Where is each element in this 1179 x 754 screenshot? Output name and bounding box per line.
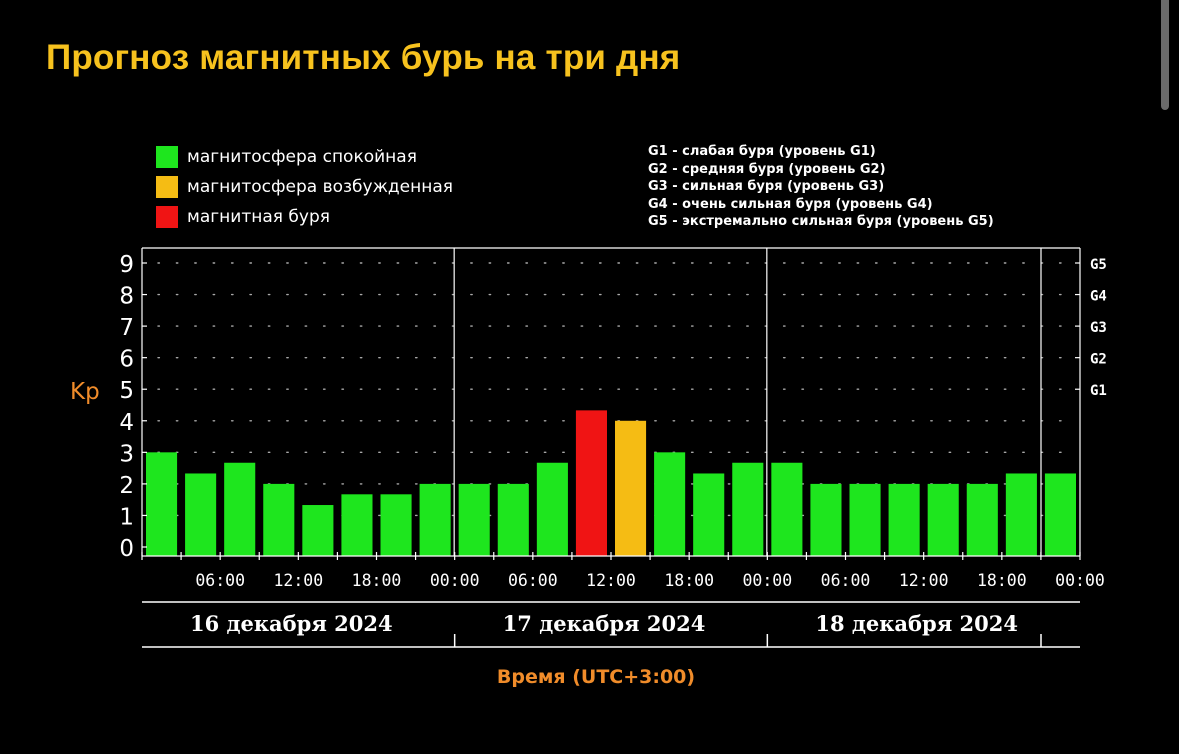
scrollbar-thumb[interactable] — [1161, 0, 1169, 110]
kp-bar — [693, 473, 725, 556]
kp-bar — [810, 483, 842, 556]
y-tick-label: 8 — [119, 284, 134, 310]
kp-bar — [341, 494, 373, 556]
x-tick-label: 06:00 — [821, 571, 871, 590]
kp-bar — [146, 452, 178, 556]
x-tick-label: 12:00 — [586, 571, 636, 590]
right-axis-label: G5 — [1090, 257, 1107, 273]
x-tick-label: 18:00 — [352, 571, 402, 590]
legend-label-storm: магнитная буря — [187, 207, 330, 227]
kp-bar — [732, 462, 764, 556]
legend-label-excited: магнитосфера возбужденная — [187, 177, 453, 197]
legend-swatch-excited — [156, 176, 178, 198]
legend-item-storm: магнитная буря — [156, 202, 453, 232]
kp-bar — [497, 483, 529, 556]
x-tick-label: 06:00 — [195, 571, 245, 590]
kp-bar — [849, 483, 881, 556]
y-tick-label: 9 — [119, 252, 134, 278]
storm-level-g4: G4 - очень сильная буря (уровень G4) — [648, 196, 933, 212]
storm-level-g2: G2 - средняя буря (уровень G2) — [648, 161, 886, 177]
storm-level-g5: G5 - экстремально сильная буря (уровень … — [648, 214, 994, 229]
y-tick-label: 2 — [119, 473, 134, 499]
legend-swatch-storm — [156, 206, 178, 228]
y-tick-label: 7 — [119, 315, 134, 341]
right-axis-label: G4 — [1090, 289, 1107, 305]
x-tick-label: 00:00 — [430, 571, 480, 590]
legend: магнитосфера спокойная магнитосфера возб… — [156, 142, 453, 232]
kp-bar — [888, 483, 920, 556]
storm-level-g1: G1 - слабая буря (уровень G1) — [648, 144, 876, 159]
right-axis-label: G1 — [1090, 383, 1107, 399]
kp-bar — [927, 483, 959, 556]
kp-bar — [224, 462, 256, 556]
kp-bar — [654, 452, 686, 556]
x-tick-label: 18:00 — [664, 571, 714, 590]
kp-bar — [615, 420, 647, 556]
legend-swatch-calm — [156, 146, 178, 168]
x-tick-label: 00:00 — [1055, 571, 1105, 590]
kp-bar — [1005, 473, 1037, 556]
y-tick-label: 5 — [119, 378, 134, 404]
day-label: 18 декабря 2024 — [815, 611, 1018, 636]
legend-label-calm: магнитосфера спокойная — [187, 147, 417, 167]
storm-level-g3: G3 - сильная буря (уровень G3) — [648, 179, 885, 194]
kp-bar — [302, 505, 334, 556]
page-title: Прогноз магнитных бурь на три дня — [46, 38, 681, 77]
y-tick-label: 4 — [119, 410, 134, 436]
kp-bar — [771, 462, 803, 556]
kp-bar — [1044, 473, 1076, 556]
kp-bar — [458, 483, 490, 556]
y-axis-title: Kp — [70, 379, 100, 405]
kp-bar — [263, 483, 295, 556]
kp-bar — [185, 473, 217, 556]
y-tick-label: 1 — [119, 504, 134, 530]
day-label: 17 декабря 2024 — [503, 611, 706, 636]
x-tick-label: 18:00 — [977, 571, 1027, 590]
x-axis-title: Время (UTC+3:00) — [497, 666, 695, 688]
x-tick-label: 00:00 — [742, 571, 792, 590]
y-tick-label: 0 — [119, 536, 134, 562]
legend-item-excited: магнитосфера возбужденная — [156, 172, 453, 202]
storm-level-legend: G1 - слабая буря (уровень G1) G2 - средн… — [648, 143, 994, 231]
kp-bar — [966, 483, 998, 556]
kp-bar — [419, 483, 451, 556]
right-axis-label: G2 — [1090, 352, 1107, 368]
x-tick-label: 12:00 — [899, 571, 949, 590]
legend-item-calm: магнитосфера спокойная — [156, 142, 453, 172]
right-axis-label: G3 — [1090, 320, 1107, 336]
y-tick-label: 6 — [119, 347, 134, 373]
x-tick-label: 12:00 — [273, 571, 323, 590]
kp-bar — [536, 462, 568, 556]
kp-bar — [575, 410, 607, 556]
x-tick-label: 06:00 — [508, 571, 558, 590]
y-tick-label: 3 — [119, 441, 134, 467]
kp-bar — [380, 494, 412, 556]
day-label: 16 декабря 2024 — [190, 611, 393, 636]
